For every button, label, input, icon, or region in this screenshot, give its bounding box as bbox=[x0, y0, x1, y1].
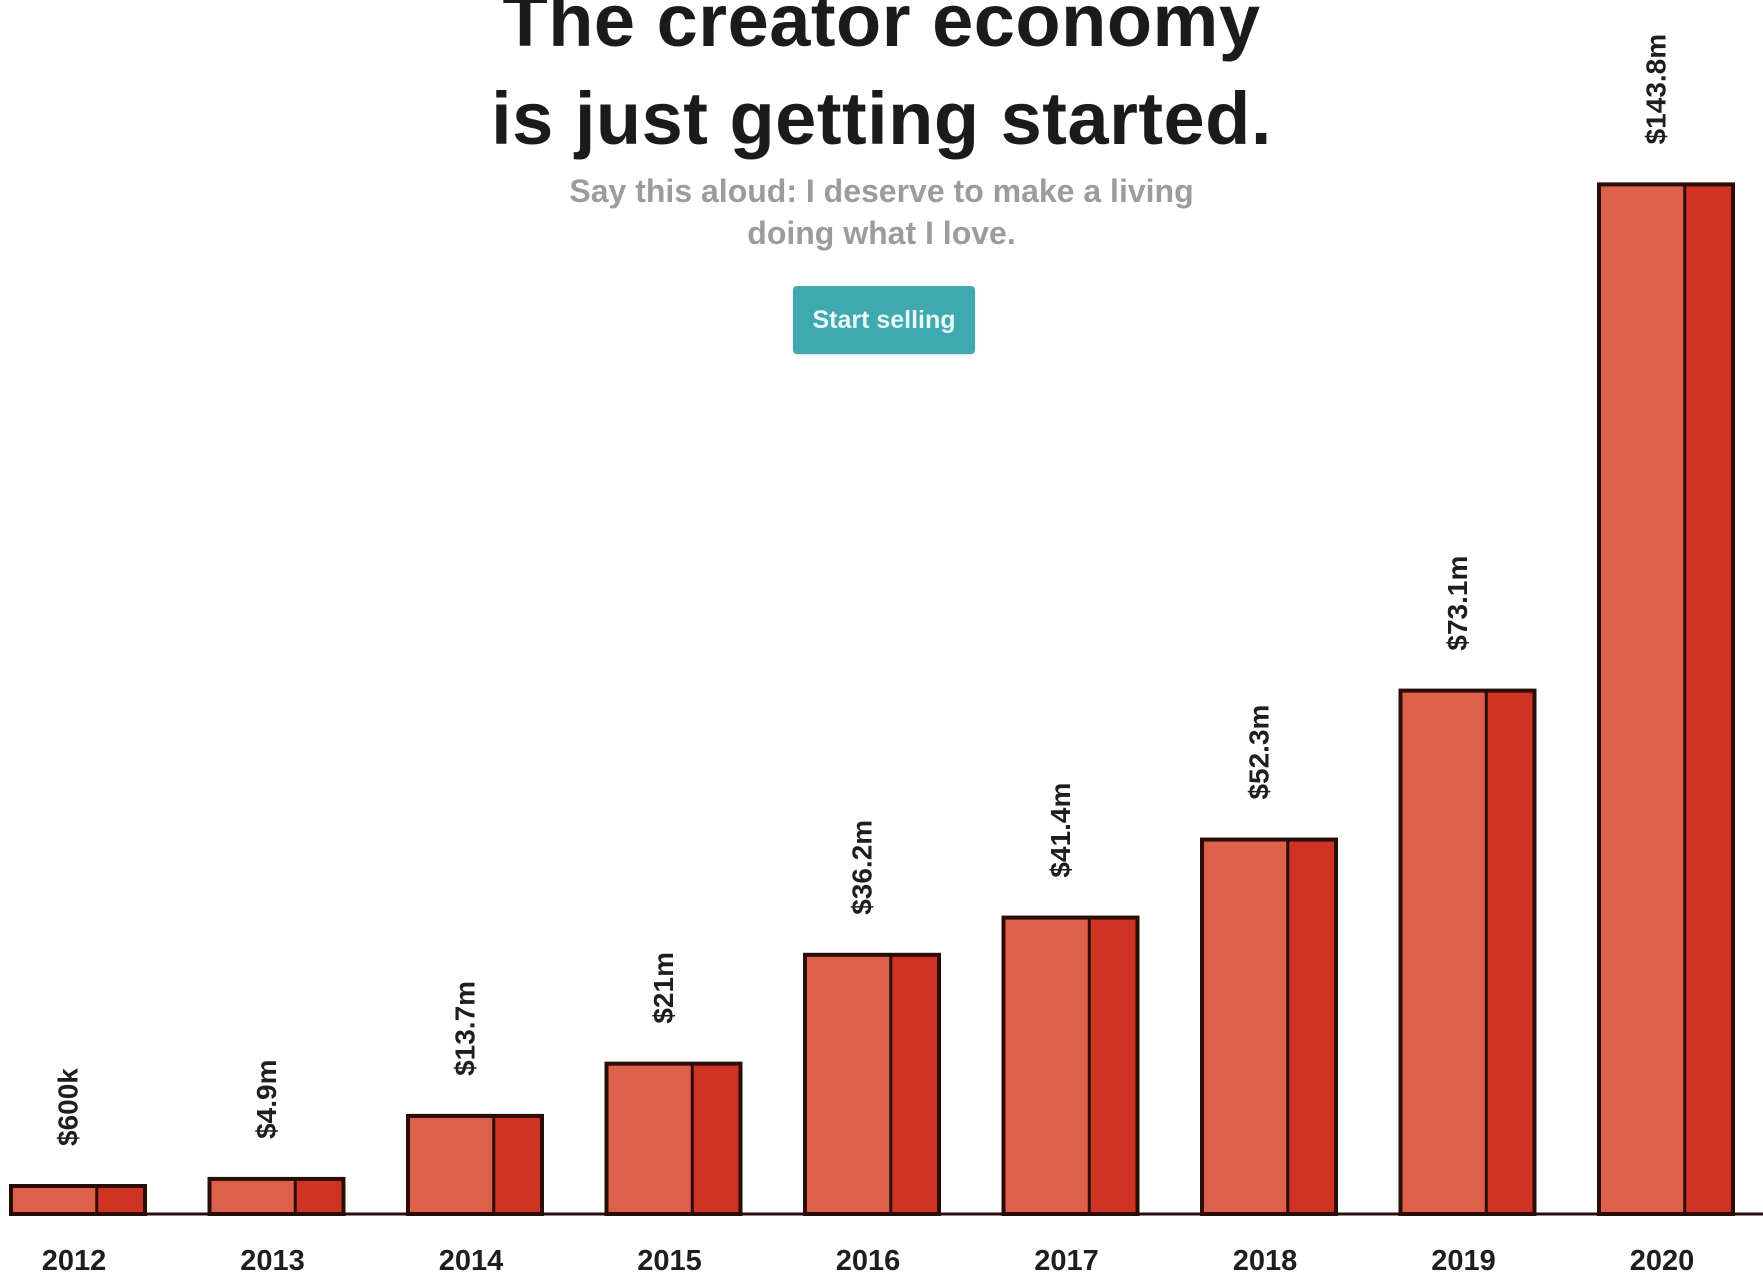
x-tick-label-2018: 2018 bbox=[1233, 1245, 1298, 1275]
subheadline-line-1: Say this aloud: I deserve to make a livi… bbox=[569, 173, 1194, 209]
bar-segment-light bbox=[1003, 917, 1090, 1214]
subheadline: Say this aloud: I deserve to make a livi… bbox=[0, 170, 1763, 254]
value-label-2013: $4.9m bbox=[251, 1060, 282, 1139]
subheadline-line-2: doing what I love. bbox=[747, 215, 1016, 251]
x-tick-label-2014: 2014 bbox=[439, 1245, 504, 1275]
bar-segment-dark bbox=[890, 954, 939, 1214]
x-tick-label-2017: 2017 bbox=[1034, 1245, 1099, 1275]
x-tick-label-2013: 2013 bbox=[240, 1245, 305, 1275]
bar-segment-dark bbox=[1089, 917, 1138, 1214]
start-selling-button[interactable]: Start selling bbox=[793, 286, 975, 354]
bar-2016 bbox=[803, 952, 941, 1216]
bar-segment-light bbox=[606, 1063, 693, 1214]
bar-2019 bbox=[1398, 688, 1537, 1216]
bar-segment-dark bbox=[1287, 839, 1336, 1214]
bar-2017 bbox=[1001, 915, 1140, 1216]
x-tick-label-2019: 2019 bbox=[1431, 1245, 1496, 1275]
bar-segment-light bbox=[1400, 690, 1487, 1214]
value-label-group: $600k $4.9m $13.7m $21m $36.2m $41.4m $52.3m $7… bbox=[52, 34, 1671, 1146]
bar-segment-dark bbox=[692, 1063, 741, 1214]
value-label-2017: $41.4m bbox=[1045, 783, 1076, 878]
bar-2014 bbox=[406, 1113, 544, 1216]
headline: The creator economy is just getting star… bbox=[0, 0, 1763, 168]
x-tick-label-group: 2012 2013 2014 2015 2016 2017 2018 2019 2020 bbox=[42, 1245, 1695, 1275]
bar-segment-dark bbox=[1684, 184, 1733, 1215]
bar-segment-dark bbox=[295, 1178, 344, 1214]
value-label-2012: $600k bbox=[52, 1068, 83, 1146]
bar-segment-light bbox=[11, 1186, 97, 1214]
value-label-2014: $13.7m bbox=[449, 981, 480, 1076]
headline-line-1: The creator economy bbox=[502, 0, 1261, 62]
bar-segment-light bbox=[209, 1178, 296, 1214]
x-tick-label-2015: 2015 bbox=[637, 1245, 702, 1275]
value-label-2019: $73.1m bbox=[1442, 556, 1473, 651]
value-label-2016: $36.2m bbox=[846, 820, 877, 915]
bar-segment-dark bbox=[1486, 690, 1535, 1214]
bar-segment-light bbox=[1202, 839, 1288, 1214]
bar-segment-dark bbox=[96, 1186, 145, 1214]
bar-2015 bbox=[604, 1061, 743, 1217]
x-tick-label-2020: 2020 bbox=[1630, 1245, 1695, 1275]
headline-line-2: is just getting started. bbox=[491, 77, 1272, 160]
bar-2012 bbox=[9, 1184, 147, 1216]
bar-2018 bbox=[1200, 837, 1338, 1216]
bar-segment-light bbox=[1599, 184, 1685, 1215]
bar-segment-dark bbox=[493, 1115, 542, 1214]
value-label-2020: $143.8m bbox=[1640, 34, 1671, 145]
bar-2020 bbox=[1597, 182, 1735, 1217]
bar-group bbox=[9, 182, 1735, 1217]
value-label-2018: $52.3m bbox=[1243, 705, 1274, 800]
bar-2013 bbox=[207, 1176, 346, 1217]
x-tick-label-2016: 2016 bbox=[836, 1245, 901, 1275]
x-tick-label-2012: 2012 bbox=[42, 1245, 107, 1275]
bar-segment-light bbox=[408, 1115, 494, 1214]
value-label-2015: $21m bbox=[648, 952, 679, 1024]
bar-segment-light bbox=[805, 954, 891, 1214]
